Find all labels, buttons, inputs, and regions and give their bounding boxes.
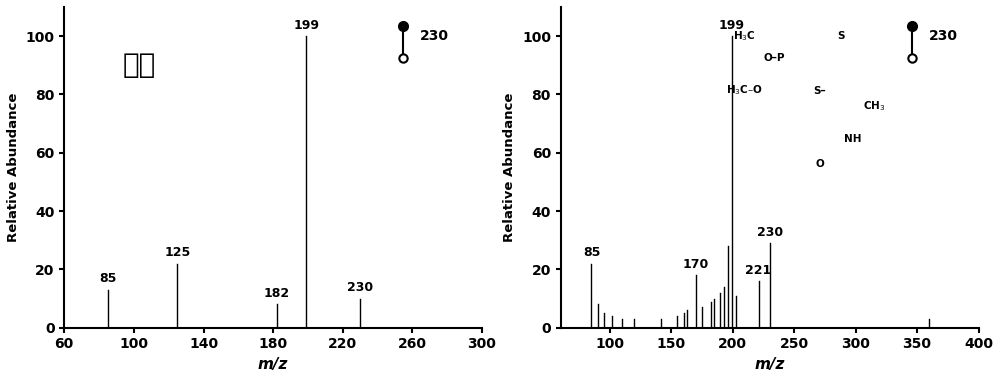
Text: 199: 199 — [719, 19, 745, 32]
Text: 221: 221 — [745, 264, 772, 277]
Text: 85: 85 — [583, 246, 600, 259]
Text: 199: 199 — [293, 19, 319, 32]
Text: 85: 85 — [99, 273, 116, 285]
Text: H$_3$C: H$_3$C — [733, 29, 756, 43]
Y-axis label: Relative Abundance: Relative Abundance — [7, 93, 20, 242]
Text: S: S — [837, 31, 844, 41]
Text: O: O — [815, 159, 824, 169]
Text: 230: 230 — [757, 226, 783, 239]
Text: O–P: O–P — [763, 53, 785, 64]
Text: S–: S– — [813, 86, 826, 96]
Text: 乐果: 乐果 — [123, 51, 156, 79]
Text: 230: 230 — [347, 281, 373, 294]
Text: CH$_3$: CH$_3$ — [863, 100, 885, 113]
Text: 230: 230 — [419, 30, 448, 44]
X-axis label: m/z: m/z — [754, 357, 785, 372]
Text: NH: NH — [844, 134, 862, 144]
Text: 230: 230 — [928, 30, 957, 44]
X-axis label: m/z: m/z — [258, 357, 288, 372]
Y-axis label: Relative Abundance: Relative Abundance — [503, 93, 516, 242]
Text: H$_3$C–O: H$_3$C–O — [726, 83, 763, 97]
Text: 170: 170 — [683, 258, 709, 271]
Text: 182: 182 — [264, 287, 290, 300]
Text: 125: 125 — [164, 246, 191, 259]
